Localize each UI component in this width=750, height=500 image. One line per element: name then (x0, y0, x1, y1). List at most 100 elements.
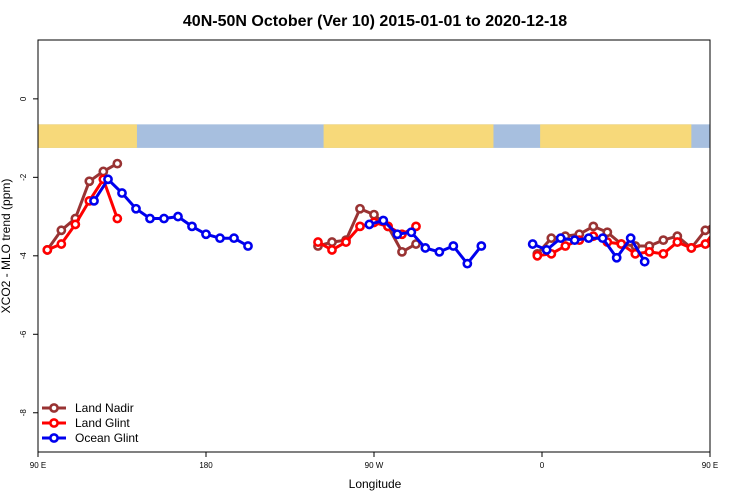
data-point (658, 248, 669, 259)
land-band (716, 124, 750, 148)
data-point (625, 233, 636, 244)
series-line (738, 179, 750, 218)
data-point (672, 237, 683, 247)
legend-marker (49, 418, 59, 428)
data-point (686, 243, 697, 253)
x-axis: 90 E 180 90 W 0 90 E (30, 452, 718, 470)
data-point (527, 239, 538, 249)
x-tick-label: 90 W (365, 461, 384, 470)
data-point (173, 211, 183, 222)
data-point (84, 176, 95, 187)
data-point (411, 239, 421, 249)
data-point (644, 246, 655, 257)
y-tick-label: -2 (19, 173, 28, 181)
y-axis-label: XCO2 - MLO trend (ppm) (0, 179, 13, 314)
data-point (341, 237, 351, 247)
data-point (378, 215, 389, 226)
data-point (56, 239, 67, 249)
data-point (583, 233, 594, 244)
data-point (639, 256, 650, 267)
data-point (744, 168, 750, 175)
data-point (730, 178, 737, 185)
data-point (42, 245, 53, 255)
data-point (392, 229, 403, 240)
land-band (540, 124, 692, 148)
data-point (611, 252, 622, 263)
data-point (243, 241, 253, 251)
land-band (38, 124, 137, 148)
data-point (364, 219, 375, 230)
legend-marker (49, 433, 59, 443)
legend-marker (49, 403, 59, 413)
legend-label: Land Glint (75, 416, 130, 430)
data-point (397, 246, 407, 257)
data-point (569, 235, 580, 246)
data-point (476, 241, 487, 251)
data-point (546, 233, 557, 244)
data-point (658, 235, 669, 246)
data-point (541, 245, 552, 255)
data-point (560, 241, 571, 251)
x-tick-label: 0 (540, 461, 545, 470)
series-land-nadir (42, 158, 750, 259)
data-point (406, 227, 417, 238)
y-axis: 0 -2 -4 -6 -8 (19, 96, 38, 416)
data-point (532, 250, 543, 261)
data-point (744, 176, 750, 183)
land-band (323, 124, 494, 148)
legend-label: Ocean Glint (75, 431, 139, 445)
data-point (112, 158, 123, 169)
data-point (462, 258, 473, 269)
data-point (588, 221, 599, 232)
data-point (369, 209, 379, 220)
y-tick-label: -8 (19, 409, 28, 417)
data-point (716, 215, 723, 222)
land-ocean-strip (38, 124, 750, 148)
data-point (434, 246, 445, 257)
data-point (734, 197, 741, 204)
legend-label: Land Nadir (75, 401, 134, 415)
data-point (730, 197, 737, 204)
y-tick-label: -6 (19, 330, 28, 338)
data-point (117, 188, 127, 198)
legend-item: Ocean Glint (42, 431, 139, 445)
data-point (555, 233, 566, 244)
data-point (327, 245, 337, 255)
legend-item: Land Nadir (42, 401, 134, 415)
legend-item: Land Glint (42, 416, 130, 430)
data-point (89, 195, 99, 206)
data-point (215, 233, 225, 244)
data-point (70, 219, 81, 230)
data-point (327, 237, 337, 247)
data-point (112, 213, 123, 224)
data-point (448, 241, 459, 251)
data-point (229, 233, 239, 244)
data-point (411, 221, 421, 232)
chart-title: 40N-50N October (Ver 10) 2015-01-01 to 2… (183, 13, 567, 30)
data-point (716, 221, 723, 228)
series-layer (42, 158, 750, 269)
y-tick-label: 0 (19, 96, 28, 101)
x-tick-label: 90 E (702, 461, 718, 470)
data-point (145, 213, 155, 224)
data-point (103, 174, 113, 185)
data-point (420, 243, 431, 253)
data-point (313, 237, 323, 247)
data-point (597, 233, 608, 244)
data-point (700, 225, 710, 236)
y-tick-label: -4 (19, 252, 28, 260)
data-point (602, 227, 613, 238)
data-point (98, 166, 109, 177)
x-tick-label: 180 (199, 461, 213, 470)
data-point (187, 221, 197, 232)
data-point (201, 229, 211, 240)
series-line (92, 177, 249, 248)
data-point (159, 213, 169, 224)
data-point (355, 203, 365, 214)
x-axis-label: Longitude (349, 477, 402, 491)
data-point (355, 221, 365, 232)
series-line (46, 177, 119, 252)
series-ocean-glint (89, 174, 750, 269)
